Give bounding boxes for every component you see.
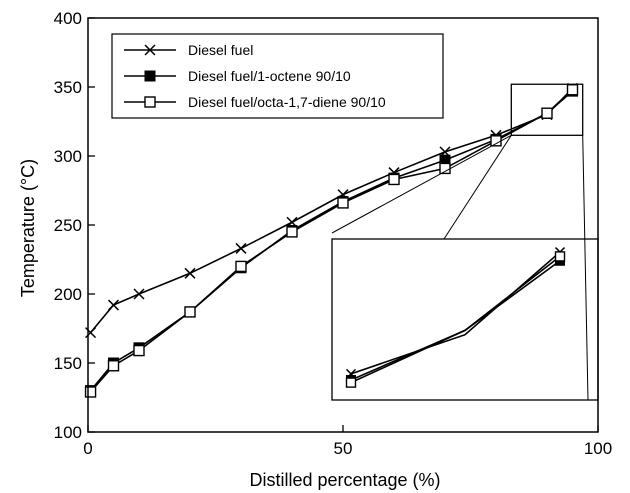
data-point-diesel-octadiene — [235, 260, 247, 273]
data-point-diesel-octadiene — [84, 386, 97, 398]
x-tick-label: 100 — [584, 439, 612, 458]
y-tick-label: 100 — [54, 423, 82, 442]
inset-series-line-diesel-fuel — [350, 251, 561, 375]
y-tick-label: 150 — [54, 354, 82, 373]
data-point-diesel-octadiene — [184, 306, 196, 318]
data-point-diesel-octadiene-shape — [235, 260, 247, 273]
data-point-diesel-fuel — [85, 327, 97, 339]
data-point-diesel-fuel-stroke-b — [184, 267, 196, 279]
data-point-diesel-fuel — [235, 242, 247, 254]
y-axis-title: Temperature (°C) — [18, 159, 38, 297]
data-point-diesel-octadiene-shape — [337, 197, 349, 209]
x-tick-label: 50 — [334, 439, 353, 458]
data-point-diesel-octadiene — [133, 344, 145, 357]
legend-marker-stroke-b — [144, 44, 156, 56]
series-line-diesel-fuel — [89, 87, 574, 334]
zoom-region-box — [510, 83, 584, 136]
data-point-diesel-octadiene-shape — [133, 344, 145, 357]
data-point-diesel-octadiene-shape — [566, 84, 579, 96]
y-tick-label: 400 — [54, 9, 82, 28]
data-point-diesel-fuel-stroke-b — [85, 327, 97, 339]
y-tick-label: 350 — [54, 78, 82, 97]
data-point-diesel-fuel-stroke-b — [235, 242, 247, 254]
data-point-diesel-fuel-stroke-b — [133, 288, 145, 300]
data-point-diesel-octadiene-shape — [84, 386, 97, 398]
data-point-diesel-fuel-stroke-b — [107, 299, 120, 311]
legend-label: Diesel fuel/octa-1,7-diene 90/10 — [188, 94, 386, 110]
legend-marker-shape — [144, 96, 156, 108]
legend-entry-diesel-octadiene: Diesel fuel/octa-1,7-diene 90/10 — [124, 94, 386, 110]
inset-data-point-diesel-octadiene — [554, 251, 566, 262]
y-tick-label: 300 — [54, 147, 82, 166]
y-tick-label: 200 — [54, 285, 82, 304]
inset-zoom-panel — [331, 83, 599, 401]
data-point-diesel-octadiene — [337, 197, 349, 209]
inset-connector-line — [582, 135, 589, 401]
legend-marker — [144, 44, 156, 56]
y-tick-label: 250 — [54, 216, 82, 235]
data-point-diesel-octadiene-shape — [388, 173, 400, 186]
inset-data-point-diesel-octadiene-shape — [345, 377, 357, 388]
inset-series-line-diesel-octadiene — [350, 255, 561, 384]
legend-label: Diesel fuel — [188, 42, 253, 58]
x-tick-label: 0 — [83, 439, 92, 458]
legend-marker — [144, 96, 156, 108]
data-point-diesel-octadiene-shape — [490, 135, 502, 147]
inset-data-point-diesel-octadiene-shape — [554, 251, 566, 262]
plot-area — [84, 82, 579, 398]
data-point-diesel-octadiene — [286, 226, 298, 238]
data-point-diesel-octadiene — [541, 107, 553, 119]
x-axis-title: Distilled percentage (%) — [249, 470, 440, 490]
legend-entry-diesel-fuel: Diesel fuel — [124, 42, 253, 58]
inset-connector-line — [331, 134, 512, 234]
data-point-diesel-fuel — [133, 288, 145, 300]
data-point-diesel-octadiene — [566, 84, 579, 96]
data-point-diesel-octadiene — [490, 135, 502, 147]
data-point-diesel-octadiene-shape — [107, 360, 120, 372]
legend-label: Diesel fuel/1-octene 90/10 — [188, 68, 351, 84]
legend-marker — [144, 70, 156, 82]
legend-entry-diesel-1-octene: Diesel fuel/1-octene 90/10 — [124, 68, 351, 84]
inset-data-point-diesel-octadiene — [345, 377, 357, 388]
data-point-diesel-octadiene — [107, 360, 120, 372]
legend-marker-shape — [144, 70, 156, 82]
data-point-diesel-octadiene-shape — [184, 306, 196, 318]
inset-connector-line — [443, 135, 512, 240]
data-point-diesel-octadiene — [388, 173, 400, 186]
data-point-diesel-octadiene-shape — [286, 226, 298, 238]
legend: Diesel fuel Diesel fuel/1-octene 90/10 Die… — [111, 33, 444, 119]
axes: 100 150 200 250 300 350 400 0 50 100 — [54, 9, 613, 458]
data-point-diesel-octadiene-shape — [541, 107, 553, 119]
data-point-diesel-fuel — [184, 267, 196, 279]
data-point-diesel-fuel — [107, 299, 120, 311]
